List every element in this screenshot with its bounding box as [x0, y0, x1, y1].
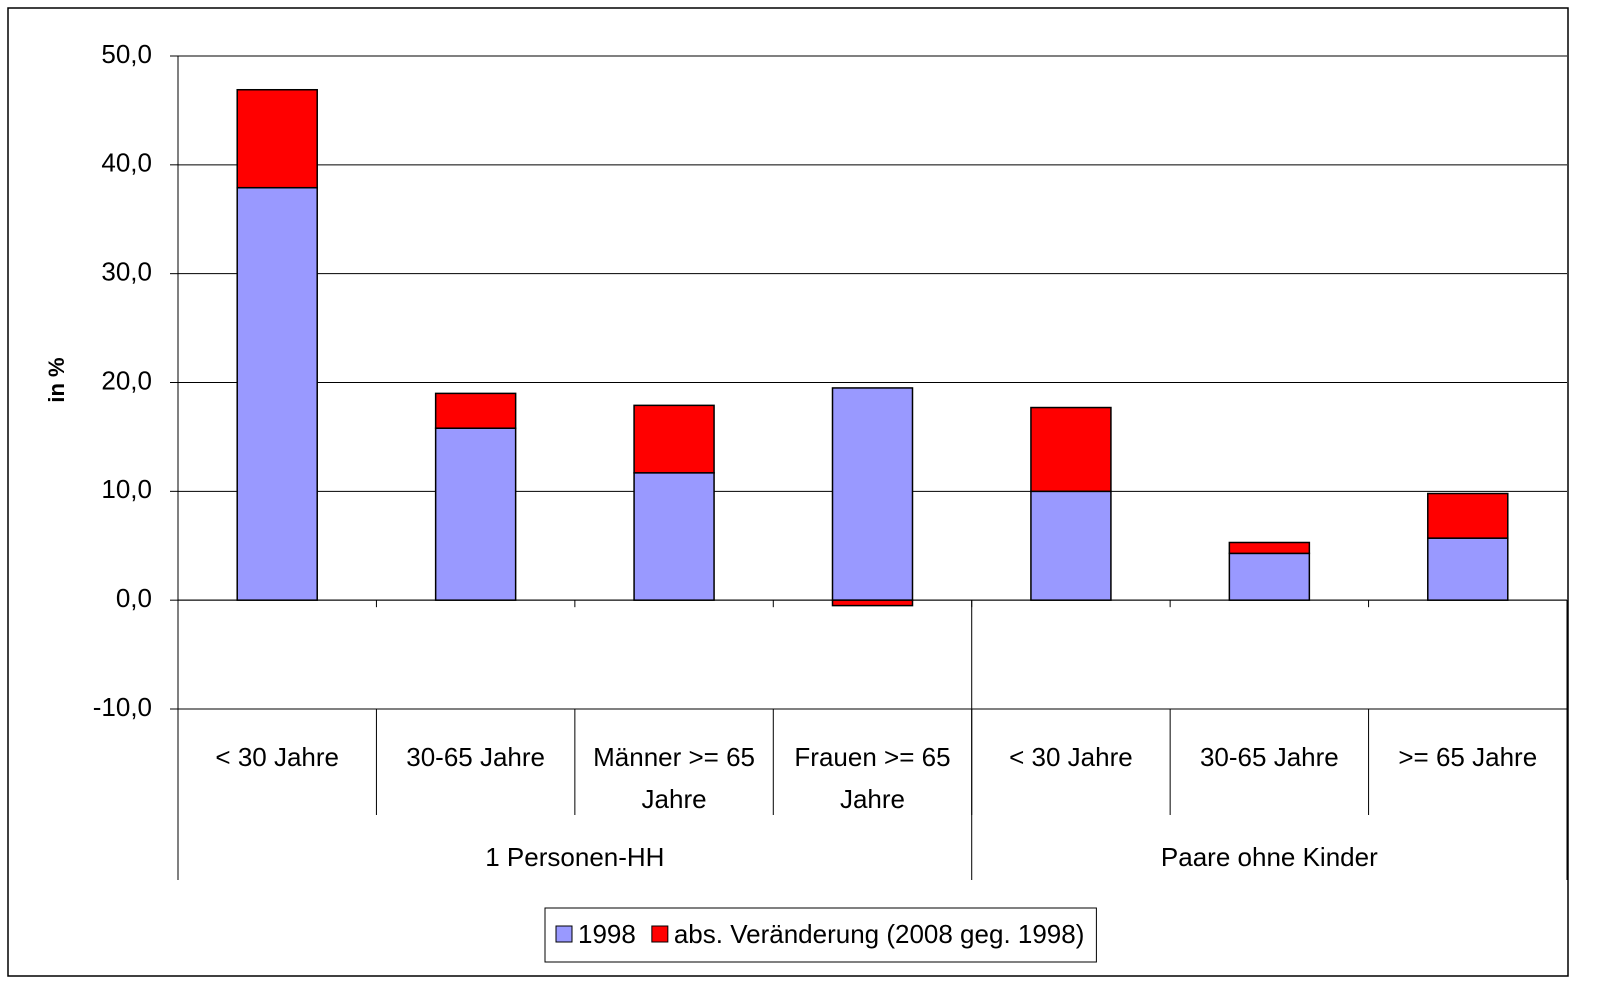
legend-box: [544, 907, 1097, 963]
x-tick-label: 30-65 Jahre: [1199, 742, 1339, 772]
y-tick-label: 30,0: [101, 257, 152, 287]
legend-label: abs. Veränderung (2008 geg. 1998): [674, 919, 1085, 949]
legend-label: 1998: [578, 919, 636, 949]
y-tick-label: -10,0: [93, 692, 152, 722]
x-tick-label: >= 65 Jahre: [1398, 742, 1538, 772]
bar-segment: [1030, 490, 1112, 601]
x-tick-label: 30-65 Jahre: [406, 742, 546, 772]
x-tick-label: < 30 Jahre: [1009, 742, 1133, 772]
bar-segment: [1228, 541, 1311, 555]
bar-segment: [1030, 406, 1112, 493]
legend-swatch: [651, 925, 669, 943]
bar-segment: [1427, 492, 1509, 539]
bar-segment: [236, 88, 318, 189]
y-tick-label: 10,0: [101, 474, 152, 504]
bar-segment: [831, 387, 914, 601]
bar-segment: [434, 427, 517, 601]
bar-segment: [831, 599, 914, 607]
y-tick-label: 50,0: [101, 39, 152, 69]
x-tick-label: Männer >= 65 Jahre: [593, 742, 755, 814]
legend-swatch: [555, 925, 573, 943]
y-tick-label: 20,0: [101, 365, 152, 395]
y-tick-label: 40,0: [101, 148, 152, 178]
group-label: Paare ohne Kinder: [1160, 842, 1378, 872]
bar-segment: [1228, 552, 1311, 601]
bar-segment: [633, 404, 715, 474]
bar-segment: [633, 472, 715, 601]
bar-segment: [1427, 537, 1509, 601]
x-tick-label: < 30 Jahre: [215, 742, 339, 772]
y-tick-label: 0,0: [116, 583, 152, 613]
group-label: 1 Personen-HH: [485, 842, 665, 872]
x-tick-label: Frauen >= 65 Jahre: [794, 742, 951, 814]
bar-segment: [434, 392, 517, 429]
bar-segment: [236, 186, 318, 601]
y-axis-label: in %: [44, 357, 69, 402]
